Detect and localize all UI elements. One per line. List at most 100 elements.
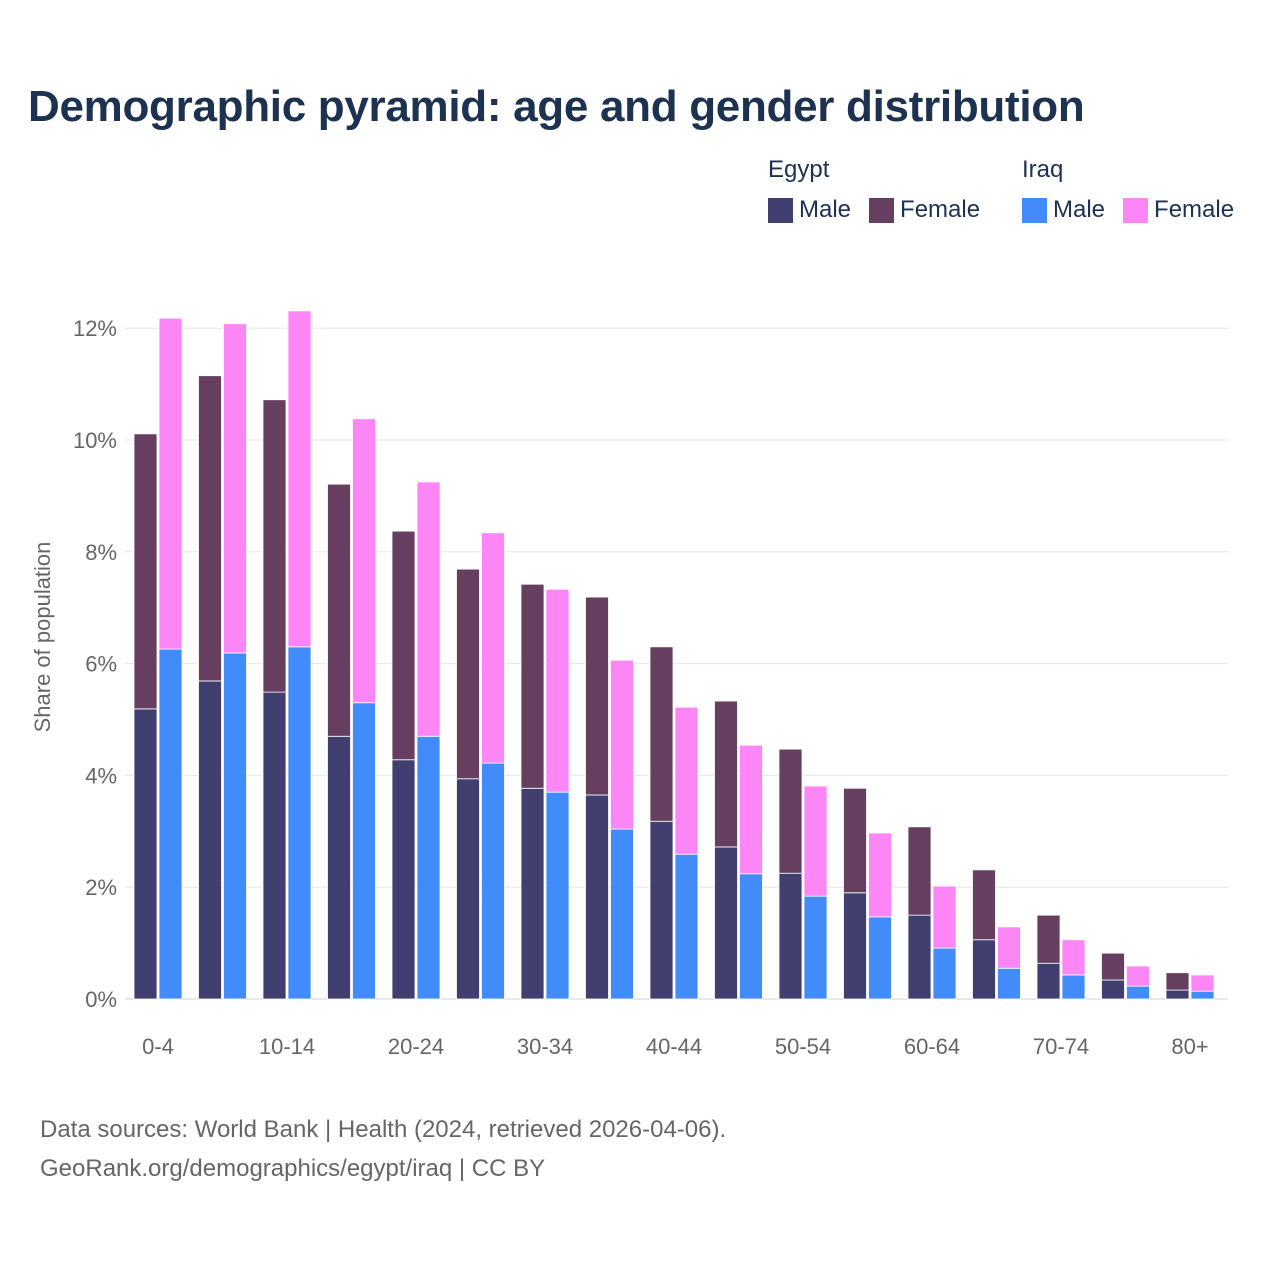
legend-item-iraq-female[interactable]: Female: [1123, 196, 1234, 224]
bar-egypt-male: [1165, 989, 1190, 1000]
y-tick-label: 0%: [85, 987, 117, 1012]
bar-egypt-male: [585, 794, 609, 1000]
legend-group-iraq: Iraq Male Female: [1022, 156, 1234, 224]
legend-item-egypt-female[interactable]: Female: [869, 196, 980, 224]
bar-egypt-male: [198, 680, 222, 1000]
x-tick-label: 60-64: [904, 1034, 960, 1059]
legend-group-title: Egypt: [768, 156, 830, 183]
bar-egypt-male: [327, 735, 351, 1000]
x-tick-label: 80+: [1171, 1034, 1208, 1059]
bar-iraq-male: [158, 648, 183, 1000]
bar-iraq-female: [352, 418, 376, 704]
bar-iraq-male: [287, 646, 312, 1000]
bar-egypt-male: [649, 820, 674, 1000]
bar-iraq-male: [1190, 990, 1215, 1000]
bar-egypt-male: [1036, 962, 1061, 1000]
bar-iraq-male: [223, 652, 247, 1000]
bar-egypt-male: [778, 872, 803, 1000]
bar-egypt-female: [1101, 952, 1125, 981]
y-axis-label: Share of population: [30, 542, 55, 733]
source-line-1: Data sources: World Bank | Health (2024,…: [40, 1116, 727, 1143]
bar-egypt-male: [907, 914, 932, 1000]
source-line-2: GeoRank.org/demographics/egypt/iraq | CC…: [40, 1155, 546, 1182]
x-tick-label: 10-14: [259, 1034, 315, 1059]
legend-group-title: Iraq: [1022, 156, 1064, 183]
legend-label: Female: [1154, 196, 1235, 223]
x-tick-label: 20-24: [388, 1034, 444, 1059]
bar-egypt-male: [133, 708, 158, 1000]
bar-iraq-male: [868, 916, 892, 1000]
chart-title: Demographic pyramid: age and gender dist…: [28, 82, 1085, 131]
bar-iraq-female: [223, 323, 247, 654]
bar-iraq-male: [1126, 985, 1150, 1000]
bar-egypt-female: [649, 646, 674, 822]
bar-iraq-male: [997, 967, 1021, 1000]
y-tick-label: 6%: [85, 652, 117, 677]
bar-iraq-male: [674, 853, 699, 1000]
bar-iraq-female: [1061, 939, 1086, 976]
bar-egypt-female: [262, 399, 287, 693]
bar-iraq-female: [545, 588, 570, 793]
bar-egypt-male: [1101, 979, 1125, 1000]
bar-iraq-female: [610, 659, 634, 830]
bar-egypt-female: [1036, 914, 1061, 964]
bar-egypt-male: [972, 939, 996, 1000]
legend-swatch: [1022, 197, 1047, 223]
bar-iraq-female: [158, 317, 183, 650]
bar-egypt-male: [843, 892, 867, 1000]
legend-item-iraq-male[interactable]: Male: [1022, 196, 1105, 224]
bar-iraq-female: [803, 785, 828, 897]
x-tick-label: 30-34: [517, 1034, 573, 1059]
bar-iraq-female: [287, 310, 312, 648]
bar-egypt-female: [456, 568, 480, 780]
bar-egypt-female: [778, 748, 803, 874]
bar-iraq-male: [803, 895, 828, 1000]
bar-iraq-male: [1061, 974, 1086, 1000]
bar-egypt-female: [907, 826, 932, 916]
x-tick-label: 0-4: [142, 1034, 174, 1059]
bar-egypt-male: [391, 759, 416, 1000]
legend-item-egypt-male[interactable]: Male: [768, 196, 851, 224]
legend-label: Female: [900, 196, 981, 223]
bar-iraq-male: [352, 702, 376, 1000]
bar-iraq-female: [868, 832, 892, 918]
bar-egypt-female: [391, 530, 416, 761]
bar-egypt-female: [198, 375, 222, 682]
bar-iraq-male: [610, 828, 634, 1000]
bar-egypt-male: [714, 846, 738, 1000]
y-tick-label: 4%: [85, 763, 117, 788]
y-tick-label: 8%: [85, 540, 117, 565]
legend-group-egypt: Egypt Male Female: [768, 156, 980, 224]
legend-label: Male: [1053, 196, 1106, 223]
bar-iraq-male: [481, 762, 505, 1000]
bar-egypt-male: [456, 778, 480, 1000]
bar-iraq-female: [932, 885, 957, 949]
bar-iraq-male: [932, 947, 957, 1000]
legend-label: Male: [799, 196, 852, 223]
x-tick-label: 70-74: [1033, 1034, 1089, 1059]
x-tick-label: 50-54: [775, 1034, 831, 1059]
bar-iraq-female: [481, 532, 505, 764]
bar-egypt-male: [262, 691, 287, 1000]
bar-iraq-female: [997, 926, 1021, 969]
legend-swatch: [869, 197, 895, 223]
bar-iraq-female: [1190, 974, 1215, 992]
bar-egypt-male: [520, 787, 545, 1000]
bar-egypt-female: [714, 700, 738, 848]
bar-iraq-male: [739, 873, 763, 1000]
bar-egypt-female: [843, 787, 867, 894]
bar-iraq-male: [545, 791, 570, 1000]
x-tick-label: 40-44: [646, 1034, 702, 1059]
y-tick-label: 12%: [73, 316, 117, 341]
bar-egypt-female: [972, 869, 996, 941]
bar-iraq-female: [1126, 965, 1150, 987]
bar-egypt-female: [327, 483, 351, 737]
bar-iraq-female: [674, 706, 699, 855]
bar-egypt-female: [585, 596, 609, 796]
bar-egypt-female: [1165, 972, 1190, 991]
y-tick-label: 2%: [85, 875, 117, 900]
y-tick-label: 10%: [73, 428, 117, 453]
bar-iraq-female: [416, 481, 441, 737]
legend-swatch: [1123, 197, 1149, 223]
